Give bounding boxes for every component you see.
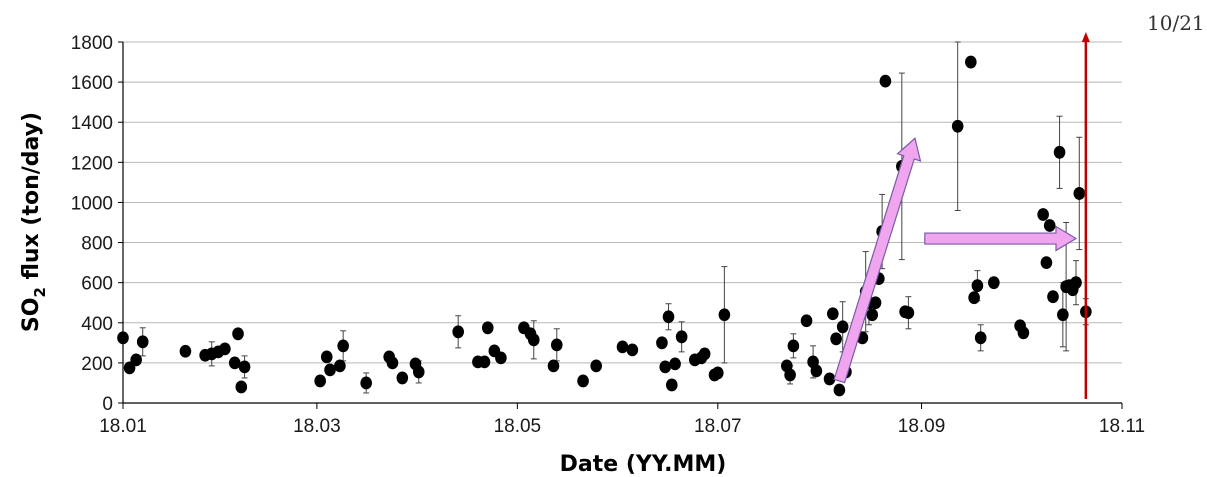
data-point <box>833 383 846 397</box>
x-tick-label: 18.09 <box>898 416 946 437</box>
data-point <box>1037 208 1049 221</box>
y-tick-label: 0 <box>102 394 113 415</box>
y-tick-label: 1600 <box>71 73 113 94</box>
data-point <box>662 310 675 324</box>
data-point <box>314 374 326 388</box>
data-point <box>238 360 251 374</box>
data-point <box>179 344 192 358</box>
data-point <box>669 357 681 371</box>
data-point <box>869 296 882 310</box>
y-tick-label: 1200 <box>71 153 113 174</box>
y-tick-label: 1400 <box>71 113 113 134</box>
data-point <box>478 355 491 369</box>
gridlines <box>123 41 1122 364</box>
data-point <box>547 359 560 373</box>
data-point <box>228 356 241 370</box>
data-point <box>665 378 678 392</box>
trend-arrows <box>833 137 1078 384</box>
data-point <box>616 340 629 354</box>
x-tick-label: 18.11 <box>1099 416 1145 437</box>
data-point <box>879 74 892 88</box>
data-point <box>527 333 540 347</box>
data-point <box>337 339 349 353</box>
data-point <box>836 320 849 334</box>
x-tick-label: 18.05 <box>494 416 542 437</box>
data-point <box>360 376 372 390</box>
data-point <box>974 331 987 345</box>
x-tick-label: 18.03 <box>293 416 341 437</box>
data-point <box>800 314 813 328</box>
data-point <box>1017 326 1030 340</box>
marker-annotation: 10/21 <box>1147 11 1205 35</box>
data-point <box>784 368 796 382</box>
data-point <box>810 364 823 378</box>
data-point <box>235 380 248 394</box>
data-point <box>711 366 724 380</box>
data-point <box>988 276 1000 290</box>
y-axis-title-pre: SO <box>19 298 44 333</box>
data-point <box>1043 219 1056 232</box>
data-point <box>412 365 425 379</box>
data-point <box>698 347 711 361</box>
data-point <box>232 327 244 341</box>
data-point <box>130 353 142 367</box>
y-axis-title: SO2 flux (ton/day) <box>19 112 49 332</box>
data-point <box>1040 256 1053 270</box>
data-point <box>550 338 563 352</box>
y-axis: 0 200 400 600 800 1000 1200 1400 1600 1800 <box>71 33 124 415</box>
x-tick-label: 18.07 <box>694 416 742 437</box>
data-point <box>495 351 507 365</box>
data-point <box>656 336 668 350</box>
data-point <box>830 332 842 346</box>
data-point <box>1070 276 1082 290</box>
y-tick-label: 200 <box>81 354 113 375</box>
date-marker <box>1081 32 1090 399</box>
data-point <box>951 119 964 133</box>
data-point <box>324 363 336 377</box>
data-point <box>452 325 464 339</box>
data-point <box>1047 290 1059 304</box>
data-point <box>866 308 879 322</box>
y-tick-label: 1800 <box>71 33 113 54</box>
x-axis: 18.01 18.03 18.05 18.07 18.09 18.11 <box>99 402 1145 437</box>
error-bars <box>139 41 1089 394</box>
data-point <box>902 306 915 320</box>
data-point <box>334 359 346 373</box>
data-point <box>1073 187 1086 200</box>
data-point <box>626 343 639 357</box>
data-point <box>965 55 977 69</box>
data-point <box>823 372 836 386</box>
data-point <box>659 360 672 374</box>
x-axis-title: Date (YY.MM) <box>560 452 727 477</box>
data-point <box>590 359 603 373</box>
y-tick-label: 1000 <box>71 193 113 214</box>
trend-arrow <box>833 137 922 384</box>
data-point <box>1057 308 1069 322</box>
data-point <box>577 374 589 388</box>
data-point <box>117 331 129 345</box>
y-axis-title-sub: 2 <box>31 287 49 297</box>
data-point <box>827 307 839 321</box>
y-tick-label: 800 <box>81 234 113 255</box>
data-point <box>968 291 980 305</box>
data-point <box>1053 145 1066 159</box>
data-point <box>396 371 409 385</box>
data-points <box>117 55 1092 397</box>
trend-arrow <box>924 225 1078 252</box>
data-point <box>219 342 231 356</box>
data-point <box>136 335 149 349</box>
data-point <box>971 279 984 293</box>
y-tick-label: 400 <box>81 314 113 335</box>
x-tick-label: 18.01 <box>99 416 147 437</box>
y-axis-title-post: flux (ton/day) <box>19 112 44 287</box>
data-point <box>386 356 399 370</box>
data-point <box>320 350 333 364</box>
marker-arrowhead <box>1081 32 1090 42</box>
data-point <box>675 330 688 344</box>
data-point <box>481 321 494 335</box>
y-tick-label: 600 <box>81 274 113 295</box>
data-point <box>718 308 731 322</box>
data-point <box>787 339 800 353</box>
